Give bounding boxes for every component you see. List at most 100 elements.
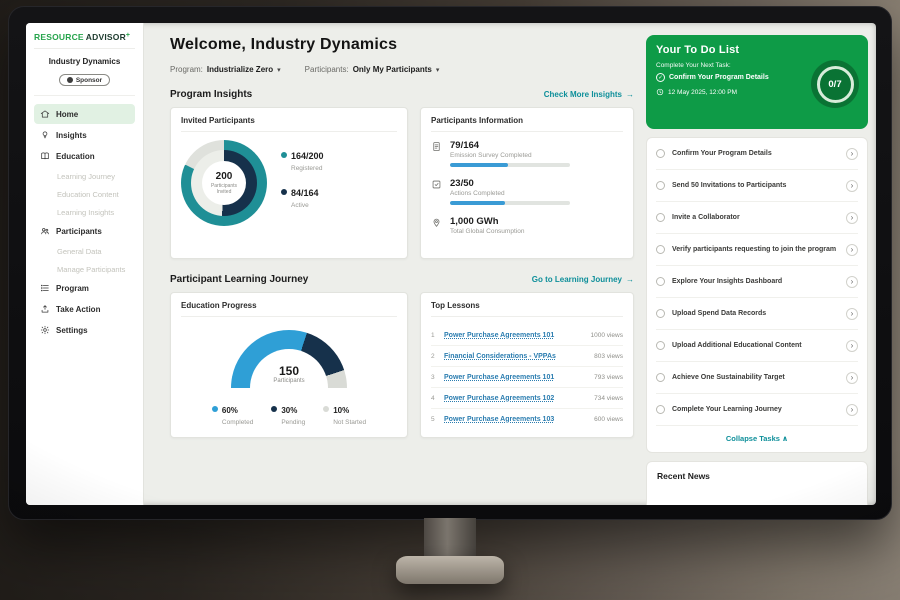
chevron-down-icon: ▾ — [277, 66, 281, 74]
task-item-4[interactable]: Verify participants requesting to join t… — [656, 234, 858, 266]
sponsor-badge-label: Sponsor — [75, 76, 103, 84]
monitor-stand-base — [396, 556, 504, 584]
task-checkbox[interactable] — [656, 181, 665, 190]
task-checkbox[interactable] — [656, 309, 665, 318]
legend-item-pending: 30% Pending — [271, 400, 305, 426]
education-progress-card: Education Progress 150 Participants — [170, 292, 408, 438]
sidebar-item-insights[interactable]: Insights — [34, 125, 135, 145]
invited-participants-donut: 200 Participants Invited — [181, 140, 267, 226]
lesson-row: 3 Power Purchase Agreements 101 793 view… — [431, 367, 623, 388]
sidebar-item-participants[interactable]: Participants — [34, 221, 135, 241]
go-to-learning-journey-link[interactable]: Go to Learning Journey → — [531, 275, 634, 284]
chevron-right-icon[interactable]: › — [846, 371, 858, 384]
lesson-row: 1 Power Purchase Agreements 101 1000 vie… — [431, 325, 623, 346]
card-title: Participants Information — [431, 116, 623, 132]
legend-dot — [271, 405, 278, 412]
gauge-legend: 60% Completed 30% Pending 10% Not Starte… — [211, 400, 366, 426]
sidebar-item-home[interactable]: Home — [34, 104, 135, 124]
lesson-row: 5 Power Purchase Agreements 103 600 view… — [431, 415, 623, 423]
sidebar-item-learning-journey[interactable]: Learning Journey — [57, 171, 115, 181]
todo-progress-value: 0/7 — [816, 65, 854, 103]
insights-icon — [42, 131, 48, 139]
task-checkbox[interactable] — [656, 277, 665, 286]
sidebar-item-manage-participants[interactable]: Manage Participants — [57, 264, 126, 274]
legend-dot — [281, 151, 287, 158]
todo-progress-ring: 0/7 — [811, 60, 859, 108]
learning-journey-cards: Education Progress 150 Participants — [170, 292, 634, 438]
sidebar-item-take-action[interactable]: Take Action — [34, 299, 135, 319]
lesson-row: 2 Financial Considerations - VPPAs 803 v… — [431, 346, 623, 367]
task-checkbox[interactable] — [656, 405, 665, 414]
task-checkbox[interactable] — [656, 341, 665, 350]
education-progress-gauge: 150 Participants — [231, 330, 347, 388]
progress-fill — [450, 163, 508, 167]
task-checkbox[interactable] — [656, 149, 665, 158]
clock-icon — [656, 88, 664, 96]
task-item-3[interactable]: Invite a Collaborator › — [656, 202, 858, 234]
sidebar-item-education[interactable]: Education — [34, 146, 135, 166]
recent-news-card: Recent News — [646, 461, 868, 505]
todo-subtitle: Complete Your Next Task: — [656, 62, 731, 69]
todo-due-date: 12 May 2025, 12:00 PM — [656, 88, 858, 96]
sidebar-item-learning-insights[interactable]: Learning Insights — [57, 207, 115, 217]
task-item-8[interactable]: Achieve One Sustainability Target › — [656, 362, 858, 394]
app-logo: RESOURCE ADVISOR+ — [34, 32, 135, 49]
sponsor-badge[interactable]: Sponsor — [58, 74, 111, 86]
task-checkbox[interactable] — [656, 213, 665, 222]
chevron-right-icon[interactable]: › — [846, 147, 858, 160]
learning-journey-header: Participant Learning Journey Go to Learn… — [170, 274, 634, 285]
donut-legend: 164/200 Registered 84/164 Active — [281, 146, 324, 220]
lesson-link[interactable]: Power Purchase Agreements 101 — [444, 331, 555, 339]
sidebar-item-program[interactable]: Program — [34, 278, 135, 298]
program-insights-header: Program Insights Check More Insights → — [170, 89, 634, 100]
task-checkbox[interactable] — [656, 245, 665, 254]
org-name: Industry Dynamics — [48, 57, 121, 66]
education-icon — [41, 152, 49, 160]
task-item-7[interactable]: Upload Additional Educational Content › — [656, 330, 858, 362]
dashboard-screen: RESOURCE ADVISOR+ Industry Dynamics Spons… — [26, 23, 876, 505]
lesson-link[interactable]: Power Purchase Agreements 102 — [444, 394, 555, 402]
task-checkbox[interactable] — [656, 373, 665, 382]
task-item-6[interactable]: Upload Spend Data Records › — [656, 298, 858, 330]
emission-survey-row: 79/164 Emission Survey Completed — [431, 140, 623, 167]
chevron-right-icon[interactable]: › — [846, 339, 858, 352]
consumption-row: 1,000 GWh Total Global Consumption — [431, 216, 623, 239]
legend-item-active: 84/164 Active — [281, 183, 324, 209]
todo-header-card: Your To Do List Complete Your Next Task:… — [646, 35, 868, 129]
chevron-right-icon[interactable]: › — [846, 211, 858, 224]
consumption-icon — [433, 218, 440, 227]
lesson-link[interactable]: Power Purchase Agreements 103 — [444, 415, 555, 423]
task-item-1[interactable]: Confirm Your Program Details › — [656, 138, 858, 170]
participants-filter[interactable]: Participants: Only My Participants ▾ — [304, 65, 440, 74]
chevron-right-icon[interactable]: › — [846, 403, 858, 416]
sidebar-item-settings[interactable]: Settings — [34, 320, 135, 340]
settings-icon — [40, 325, 50, 335]
arrow-right-icon: → — [626, 275, 634, 284]
legend-item-completed: 60% Completed — [211, 400, 253, 426]
program-filter[interactable]: Program: Industrialize Zero ▾ — [170, 65, 281, 74]
sidebar: RESOURCE ADVISOR+ Industry Dynamics Spons… — [26, 23, 144, 505]
section-title-program-insights: Program Insights — [170, 89, 253, 100]
lesson-link[interactable]: Financial Considerations - VPPAs — [444, 352, 556, 360]
logo-plus: + — [125, 32, 131, 39]
task-item-9[interactable]: Complete Your Learning Journey › — [656, 394, 858, 426]
page-title: Welcome, Industry Dynamics — [170, 36, 398, 53]
chevron-right-icon[interactable]: › — [846, 275, 858, 288]
take-action-icon — [41, 305, 49, 313]
chevron-right-icon[interactable]: › — [846, 307, 858, 320]
sidebar-item-general-data[interactable]: General Data — [57, 246, 102, 256]
collapse-tasks-link[interactable]: Collapse Tasks ∧ — [725, 434, 789, 443]
task-item-5[interactable]: Explore Your Insights Dashboard › — [656, 266, 858, 298]
chevron-right-icon[interactable]: › — [846, 179, 858, 192]
sidebar-item-education-content[interactable]: Education Content — [57, 189, 119, 199]
chevron-right-icon[interactable]: › — [846, 243, 858, 256]
recent-news-title: Recent News — [657, 471, 710, 481]
main-content: Welcome, Industry Dynamics Program: Indu… — [144, 23, 640, 505]
lesson-link[interactable]: Power Purchase Agreements 101 — [444, 373, 555, 381]
section-title-learning-journey: Participant Learning Journey — [170, 274, 309, 285]
card-title: Education Progress — [181, 301, 397, 317]
legend-item-registered: 164/200 Registered — [281, 146, 324, 172]
task-item-2[interactable]: Send 50 Invitations to Participants › — [656, 170, 858, 202]
legend-item-not-started: 10% Not Started — [323, 400, 366, 426]
check-more-insights-link[interactable]: Check More Insights → — [543, 90, 634, 99]
